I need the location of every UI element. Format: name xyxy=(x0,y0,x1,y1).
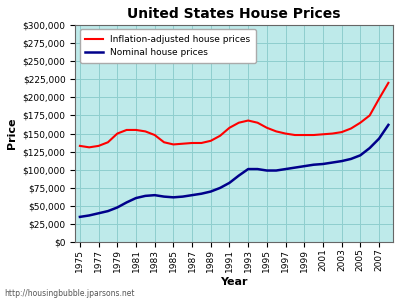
Nominal house prices xyxy=(367,146,372,150)
Inflation-adjusted house prices xyxy=(339,130,344,134)
Nominal house prices xyxy=(152,194,157,197)
Title: United States House Prices: United States House Prices xyxy=(127,7,341,21)
Nominal house prices xyxy=(115,206,120,209)
Nominal house prices xyxy=(96,212,101,215)
Nominal house prices xyxy=(143,194,148,198)
Nominal house prices xyxy=(264,169,269,172)
Inflation-adjusted house prices xyxy=(311,133,316,137)
Nominal house prices xyxy=(208,190,213,193)
Nominal house prices xyxy=(171,196,176,199)
Line: Nominal house prices: Nominal house prices xyxy=(80,125,388,217)
Nominal house prices xyxy=(302,164,307,168)
Nominal house prices xyxy=(218,186,222,190)
Line: Inflation-adjusted house prices: Inflation-adjusted house prices xyxy=(80,83,388,147)
Nominal house prices xyxy=(377,137,382,140)
Inflation-adjusted house prices xyxy=(106,140,110,144)
Inflation-adjusted house prices xyxy=(227,126,232,130)
Nominal house prices xyxy=(236,174,241,177)
Inflation-adjusted house prices xyxy=(386,81,391,85)
Nominal house prices xyxy=(124,201,129,204)
Inflation-adjusted house prices xyxy=(264,126,269,130)
Inflation-adjusted house prices xyxy=(358,121,363,124)
Inflation-adjusted house prices xyxy=(143,130,148,133)
Nominal house prices xyxy=(180,195,185,198)
Inflation-adjusted house prices xyxy=(377,97,382,101)
Nominal house prices xyxy=(330,161,335,164)
Inflation-adjusted house prices xyxy=(330,132,335,135)
Nominal house prices xyxy=(348,157,353,161)
Inflation-adjusted house prices xyxy=(367,114,372,117)
Inflation-adjusted house prices xyxy=(78,144,82,148)
X-axis label: Year: Year xyxy=(220,277,248,287)
Nominal house prices xyxy=(190,194,194,197)
Inflation-adjusted house prices xyxy=(124,128,129,132)
Nominal house prices xyxy=(386,123,391,127)
Nominal house prices xyxy=(246,167,250,171)
Nominal house prices xyxy=(162,195,166,198)
Nominal house prices xyxy=(199,192,204,196)
Inflation-adjusted house prices xyxy=(190,141,194,145)
Nominal house prices xyxy=(292,166,297,169)
Inflation-adjusted house prices xyxy=(246,119,250,122)
Nominal house prices xyxy=(339,159,344,163)
Inflation-adjusted house prices xyxy=(302,133,307,137)
Inflation-adjusted house prices xyxy=(134,128,138,132)
Inflation-adjusted house prices xyxy=(274,130,279,133)
Inflation-adjusted house prices xyxy=(152,133,157,137)
Inflation-adjusted house prices xyxy=(199,141,204,145)
Legend: Inflation-adjusted house prices, Nominal house prices: Inflation-adjusted house prices, Nominal… xyxy=(80,29,256,63)
Inflation-adjusted house prices xyxy=(236,121,241,124)
Nominal house prices xyxy=(320,162,325,166)
Nominal house prices xyxy=(78,215,82,219)
Nominal house prices xyxy=(255,167,260,171)
Text: http://housingbubble.jparsons.net: http://housingbubble.jparsons.net xyxy=(4,290,134,298)
Inflation-adjusted house prices xyxy=(320,133,325,136)
Inflation-adjusted house prices xyxy=(171,142,176,146)
Nominal house prices xyxy=(227,181,232,184)
Nominal house prices xyxy=(283,167,288,171)
Inflation-adjusted house prices xyxy=(115,132,120,135)
Nominal house prices xyxy=(87,214,92,217)
Nominal house prices xyxy=(134,196,138,200)
Nominal house prices xyxy=(106,209,110,213)
Inflation-adjusted house prices xyxy=(180,142,185,146)
Nominal house prices xyxy=(311,163,316,166)
Inflation-adjusted house prices xyxy=(218,134,222,137)
Inflation-adjusted house prices xyxy=(292,133,297,137)
Inflation-adjusted house prices xyxy=(87,146,92,149)
Inflation-adjusted house prices xyxy=(208,139,213,142)
Inflation-adjusted house prices xyxy=(162,140,166,144)
Y-axis label: Price: Price xyxy=(7,118,17,149)
Inflation-adjusted house prices xyxy=(348,127,353,130)
Inflation-adjusted house prices xyxy=(96,144,101,148)
Inflation-adjusted house prices xyxy=(255,121,260,124)
Nominal house prices xyxy=(274,169,279,172)
Inflation-adjusted house prices xyxy=(283,132,288,135)
Nominal house prices xyxy=(358,154,363,157)
